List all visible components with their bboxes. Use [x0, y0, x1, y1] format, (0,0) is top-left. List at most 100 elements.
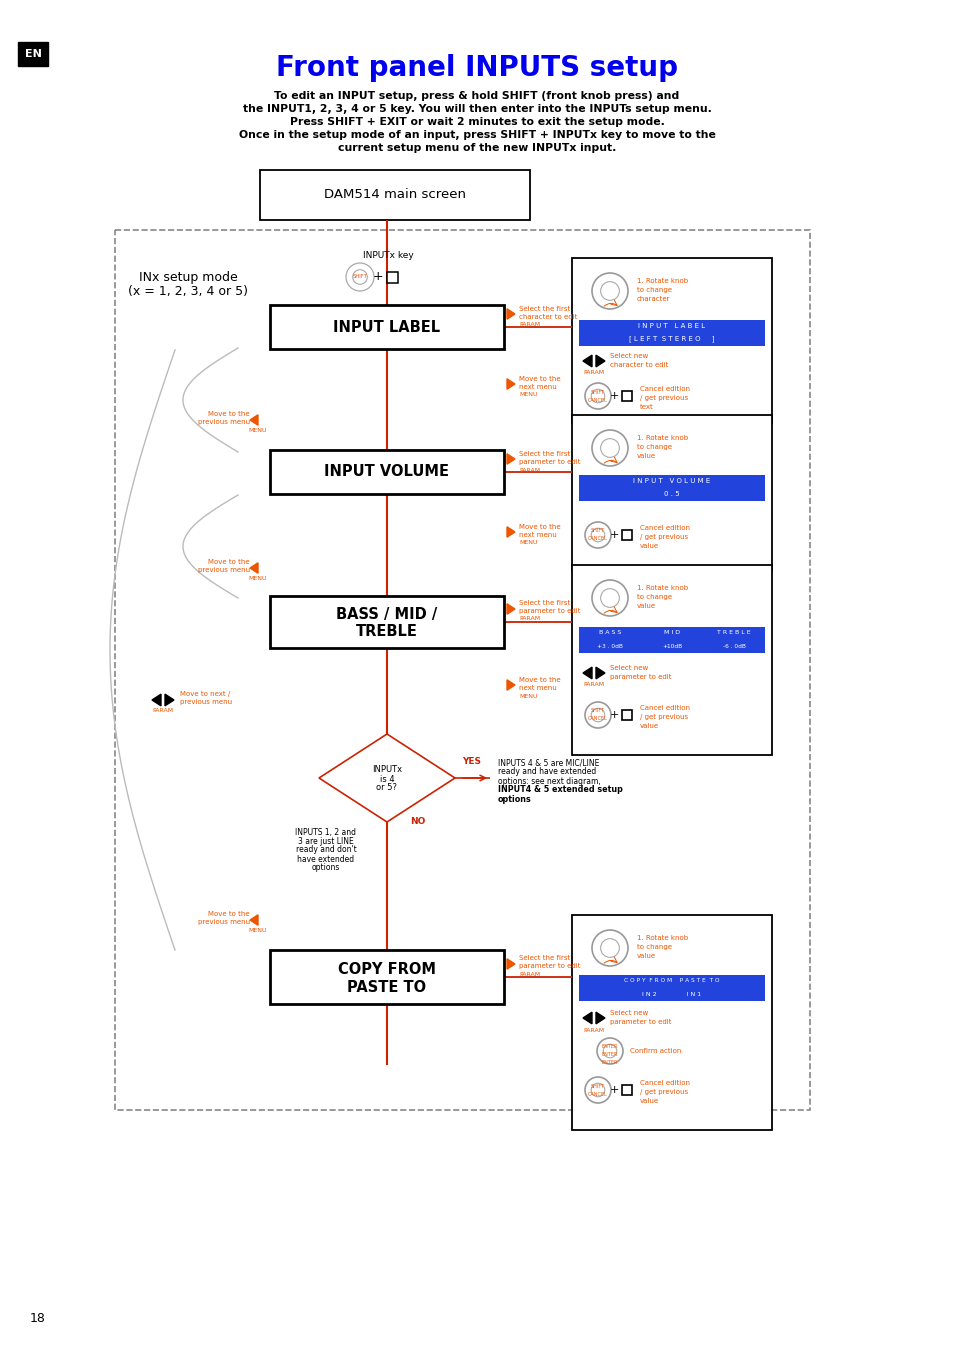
Text: character to edit: character to edit [609, 362, 668, 367]
Circle shape [591, 389, 604, 403]
Circle shape [600, 939, 618, 958]
Text: +: + [373, 270, 383, 284]
Bar [572, 915, 771, 1129]
Text: to change: to change [637, 444, 671, 450]
Text: / get previous: / get previous [639, 534, 687, 540]
Bar [578, 488, 764, 501]
Text: COPY FROM: COPY FROM [337, 962, 436, 977]
Text: I N P U T   L A B E L: I N P U T L A B E L [638, 323, 705, 330]
Bar [578, 640, 640, 653]
Text: M I D: M I D [663, 631, 679, 635]
Text: PARAM: PARAM [583, 682, 604, 688]
Text: to change: to change [637, 286, 671, 293]
Text: current setup menu of the new INPUTx input.: current setup menu of the new INPUTx inp… [337, 143, 616, 153]
Text: YES: YES [462, 758, 481, 766]
Text: MENU: MENU [518, 393, 537, 397]
Bar [387, 272, 398, 282]
Bar [270, 450, 503, 494]
Text: +: + [609, 390, 618, 401]
Text: MENU: MENU [249, 577, 267, 581]
Text: SHIFT: SHIFT [590, 708, 604, 713]
Text: Move to the: Move to the [208, 559, 250, 565]
Text: value: value [639, 1098, 659, 1104]
Polygon shape [582, 1012, 592, 1024]
Text: PARAM: PARAM [518, 971, 539, 977]
Text: 1. Rotate knob: 1. Rotate knob [637, 585, 687, 590]
Bar [578, 627, 640, 640]
Text: ENTER: ENTER [601, 1052, 618, 1058]
Text: (x = 1, 2, 3, 4 or 5): (x = 1, 2, 3, 4 or 5) [128, 285, 248, 299]
Text: CANCEL: CANCEL [587, 397, 607, 403]
Polygon shape [318, 734, 455, 821]
Polygon shape [596, 355, 604, 367]
Text: / get previous: / get previous [639, 1089, 687, 1096]
Text: Confirm action: Confirm action [629, 1048, 680, 1054]
Text: TREBLE: TREBLE [355, 624, 417, 639]
Bar [18, 42, 48, 66]
Bar [572, 565, 771, 755]
Text: have extended: have extended [297, 854, 355, 863]
Polygon shape [596, 667, 604, 678]
Text: +3 . 0dB: +3 . 0dB [597, 643, 622, 648]
Polygon shape [250, 415, 257, 426]
Text: 1. Rotate knob: 1. Rotate knob [637, 935, 687, 942]
Text: Cancel edition: Cancel edition [639, 386, 689, 392]
Text: parameter to edit: parameter to edit [609, 1019, 671, 1025]
Text: MENU: MENU [518, 540, 537, 546]
Text: ready and have extended: ready and have extended [497, 767, 596, 777]
Text: Cancel edition: Cancel edition [639, 1079, 689, 1086]
Polygon shape [506, 309, 515, 319]
Circle shape [353, 270, 367, 284]
Text: / get previous: / get previous [639, 713, 687, 720]
Bar [578, 988, 764, 1001]
Text: Select new: Select new [609, 665, 648, 671]
Text: parameter to edit: parameter to edit [609, 674, 671, 680]
Polygon shape [582, 355, 592, 367]
Text: 0 . 5: 0 . 5 [663, 490, 679, 497]
Text: next menu: next menu [518, 685, 557, 690]
Text: MENU: MENU [518, 693, 537, 698]
Text: +: + [609, 1085, 618, 1096]
Bar [640, 627, 702, 640]
Text: INx setup mode: INx setup mode [138, 272, 237, 285]
Text: INPUTx key: INPUTx key [362, 250, 413, 259]
Circle shape [584, 1077, 610, 1102]
Text: To edit an INPUT setup, press & hold SHIFT (front knob press) and: To edit an INPUT setup, press & hold SHI… [274, 91, 679, 101]
Text: INPUTx: INPUTx [372, 766, 401, 774]
Text: the INPUT1, 2, 3, 4 or 5 key. You will then enter into the INPUTs setup menu.: the INPUT1, 2, 3, 4 or 5 key. You will t… [242, 104, 711, 113]
Polygon shape [250, 563, 257, 573]
Text: previous menu: previous menu [180, 698, 232, 705]
Text: Move to next /: Move to next / [180, 690, 230, 697]
Bar [572, 258, 771, 423]
Polygon shape [152, 694, 161, 705]
Bar [702, 640, 764, 653]
Text: text: text [639, 404, 653, 409]
Text: Move to the: Move to the [518, 376, 560, 382]
Text: MENU: MENU [249, 428, 267, 434]
Text: next menu: next menu [518, 384, 557, 390]
Text: SHIFT: SHIFT [590, 1084, 604, 1089]
Text: Front panel INPUTS setup: Front panel INPUTS setup [275, 54, 678, 82]
Text: previous menu: previous menu [197, 419, 250, 426]
Text: C O P Y  F R O M    P A S T E  T O: C O P Y F R O M P A S T E T O [623, 978, 719, 984]
Text: ready and don't: ready and don't [295, 846, 356, 854]
Text: INPUT VOLUME: INPUT VOLUME [324, 465, 449, 480]
Text: Cancel edition: Cancel edition [639, 526, 689, 531]
Circle shape [346, 263, 374, 290]
Text: MENU: MENU [249, 928, 267, 934]
Text: Once in the setup mode of an input, press SHIFT + INPUTx key to move to the: Once in the setup mode of an input, pres… [238, 130, 715, 141]
Text: 1. Rotate knob: 1. Rotate knob [637, 278, 687, 284]
Polygon shape [506, 454, 515, 465]
Text: INPUT LABEL: INPUT LABEL [334, 319, 440, 335]
Text: Select the first: Select the first [518, 305, 570, 312]
Text: Select the first: Select the first [518, 600, 570, 607]
Circle shape [584, 382, 610, 409]
Text: Select new: Select new [609, 1011, 648, 1016]
Bar [578, 975, 764, 988]
Text: PARAM: PARAM [152, 708, 173, 713]
Bar [270, 950, 503, 1004]
Polygon shape [596, 1012, 604, 1024]
Text: CANCEL: CANCEL [587, 1092, 607, 1097]
Circle shape [592, 929, 627, 966]
Text: SHIFT: SHIFT [353, 274, 367, 280]
